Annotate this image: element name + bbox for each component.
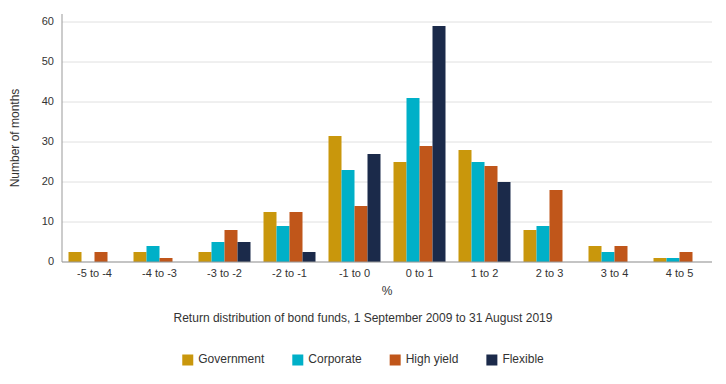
bar: [147, 246, 160, 262]
legend-swatch: [486, 355, 497, 366]
bar: [277, 226, 290, 262]
grid: [62, 22, 712, 262]
grid-line: [62, 62, 712, 63]
grid-line: [62, 142, 712, 143]
legend-swatch: [182, 355, 193, 366]
x-tick-label: 4 to 5: [666, 267, 694, 279]
y-tick-label: 40: [42, 95, 54, 107]
bar: [342, 170, 355, 262]
legend-swatch: [292, 355, 303, 366]
bar: [472, 162, 485, 262]
bar: [667, 258, 680, 262]
bar: [433, 26, 446, 262]
x-tick-label: 1 to 2: [471, 267, 499, 279]
bar: [355, 206, 368, 262]
bar: [615, 246, 628, 262]
x-axis-line: [62, 262, 712, 263]
y-tick-label: 60: [42, 15, 54, 27]
grid-line: [62, 182, 712, 183]
bar: [407, 98, 420, 262]
bar: [368, 154, 381, 262]
legend-label: Government: [198, 352, 265, 366]
bar: [264, 212, 277, 262]
x-tick-label: -1 to 0: [339, 267, 370, 279]
bar: [199, 252, 212, 262]
x-tick-label: -2 to -1: [272, 267, 307, 279]
legend-label: Flexible: [502, 352, 544, 366]
bar: [524, 230, 537, 262]
bar: [459, 150, 472, 262]
subtitle: Return distribution of bond funds, 1 Sep…: [174, 311, 553, 325]
bar: [95, 252, 108, 262]
grid-line: [62, 102, 712, 103]
bar: [498, 182, 511, 262]
bar: [589, 246, 602, 262]
y-tick-label: 0: [48, 255, 54, 267]
y-tick-label: 20: [42, 175, 54, 187]
bar: [537, 226, 550, 262]
y-tick-label: 50: [42, 55, 54, 67]
legend-swatch: [390, 355, 401, 366]
x-tick-label: -5 to -4: [77, 267, 112, 279]
bar: [290, 212, 303, 262]
legend: Government Corporate High yield Flexible: [182, 352, 544, 366]
bar: [680, 252, 693, 262]
bar: [485, 166, 498, 262]
grid-line: [62, 22, 712, 23]
y-axis-label: Number of months: [8, 89, 22, 188]
bar: [160, 258, 173, 262]
bar: [329, 136, 342, 262]
y-axis-line: [62, 14, 63, 262]
grid-line: [62, 222, 712, 223]
x-tick-label: 2 to 3: [536, 267, 564, 279]
bar: [134, 252, 147, 262]
bars: [69, 26, 693, 262]
legend-label: Corporate: [308, 352, 362, 366]
bar: [550, 190, 563, 262]
bar: [225, 230, 238, 262]
bar: [69, 252, 82, 262]
bar: [238, 242, 251, 262]
bar: [212, 242, 225, 262]
bar: [654, 258, 667, 262]
x-tick-label: -3 to -2: [207, 267, 242, 279]
chart: 0 10 20 30 40 50 60 -5 to -4 -4 to -3 -3 to -2 -2 …: [0, 0, 726, 384]
y-tick-label: 30: [42, 135, 54, 147]
bar: [394, 162, 407, 262]
legend-label: High yield: [406, 352, 459, 366]
bar: [602, 252, 615, 262]
y-tick-label: 10: [42, 215, 54, 227]
x-tick-label: 0 to 1: [406, 267, 434, 279]
bar: [420, 146, 433, 262]
x-tick-label: -4 to -3: [142, 267, 177, 279]
grid-line: [62, 262, 712, 263]
x-tick-label: 3 to 4: [601, 267, 629, 279]
bar: [303, 252, 316, 262]
x-axis-label: %: [382, 284, 393, 298]
